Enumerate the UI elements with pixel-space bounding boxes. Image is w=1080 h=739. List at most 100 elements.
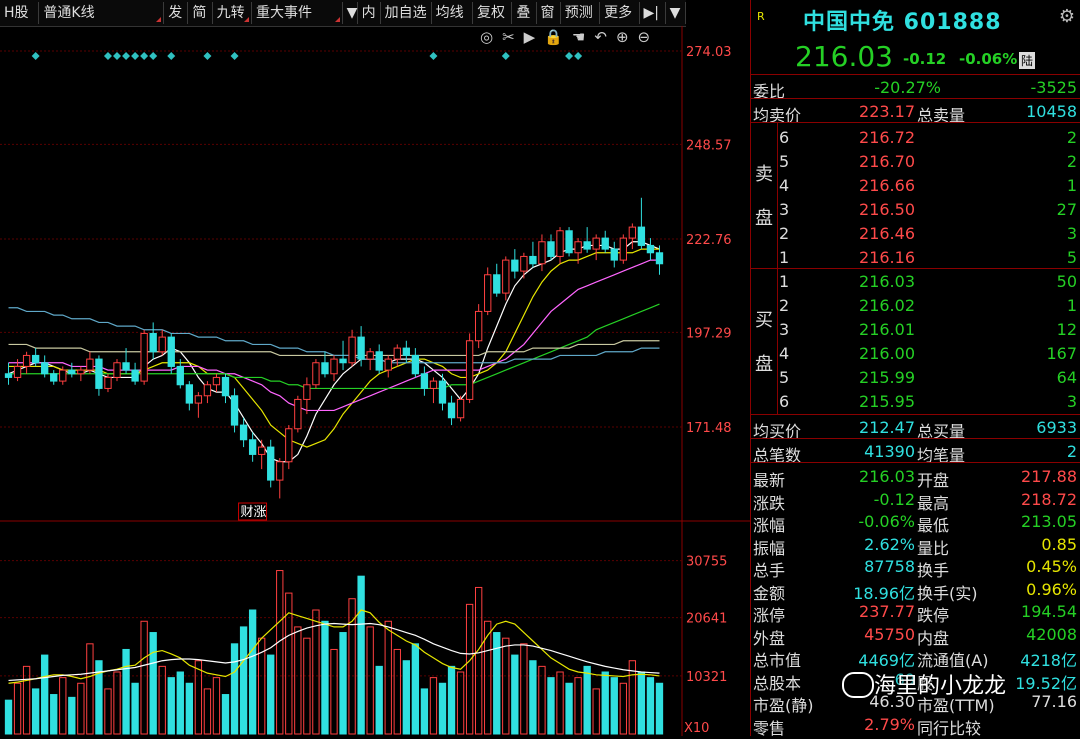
candle-body bbox=[357, 336, 365, 360]
stat-value: 19.52亿 bbox=[1015, 673, 1077, 693]
weibi-diff: -3525 bbox=[1030, 78, 1078, 97]
candle-body bbox=[258, 446, 266, 455]
undo-icon[interactable]: ↶ bbox=[594, 28, 607, 46]
volume-bar bbox=[429, 677, 438, 735]
volume-ma-line bbox=[8, 622, 660, 682]
toolbar-item[interactable]: ▼ bbox=[666, 2, 686, 24]
toolbar-item[interactable]: 加自选 bbox=[381, 2, 432, 24]
buy-level: 1 bbox=[779, 272, 790, 291]
volume-bar bbox=[583, 665, 591, 735]
divider-line bbox=[751, 268, 1080, 269]
stat-label: 同行比较 bbox=[917, 718, 982, 738]
candle-body bbox=[221, 376, 230, 397]
stat-row: 涨停 237.77 跌停 194.54 bbox=[751, 600, 1080, 625]
toolbar-item[interactable]: ▶| bbox=[640, 2, 666, 24]
buy-level-row: 6 215.95 3 bbox=[751, 390, 1080, 413]
volume-bar bbox=[185, 682, 194, 735]
stat-label: 零售 bbox=[753, 718, 786, 738]
toolbar-item[interactable]: ▼ bbox=[343, 2, 358, 24]
candle-body bbox=[294, 398, 302, 430]
stat-label: 总市值 bbox=[753, 651, 802, 670]
buy-level: 6 bbox=[779, 392, 790, 411]
buy-volume: 3 bbox=[1066, 392, 1077, 411]
cut-icon[interactable]: ✂ bbox=[502, 28, 515, 46]
sell-volume: 2 bbox=[1066, 128, 1077, 147]
toolbar-item[interactable]: 更多 bbox=[600, 2, 640, 24]
sell-level: 2 bbox=[779, 224, 790, 243]
stat-value: 42008 bbox=[1026, 624, 1077, 644]
volume-bar bbox=[574, 677, 582, 735]
buy-volume: 64 bbox=[1056, 368, 1077, 387]
stat-label: 涨幅 bbox=[753, 516, 786, 535]
volume-bar bbox=[610, 677, 618, 735]
stat-value: 194.54 bbox=[1021, 602, 1077, 621]
avg-trade-label: 均笔量 bbox=[917, 446, 966, 465]
stat-row: 最新 216.03 开盘 217.88 bbox=[751, 465, 1080, 490]
toolbar-item[interactable]: 复权 bbox=[473, 2, 513, 24]
toolbar-item[interactable]: 普通K线 bbox=[39, 2, 165, 24]
toolbar-item[interactable]: 九转 bbox=[213, 2, 252, 24]
candle-body bbox=[511, 259, 519, 272]
volume-bar bbox=[601, 671, 609, 735]
toolbar-item[interactable]: 发 bbox=[164, 2, 189, 24]
candle-body bbox=[248, 439, 257, 455]
stat-value: 216.03 bbox=[859, 467, 915, 486]
toolbar-item[interactable]: 内 bbox=[358, 2, 381, 24]
toolbar-item[interactable]: 重大事件 bbox=[252, 2, 343, 24]
candle-body bbox=[285, 428, 293, 463]
stat-row: 总股本 69 股 19.52亿 bbox=[751, 668, 1080, 693]
candle-body bbox=[312, 362, 320, 386]
volume-bar bbox=[438, 682, 447, 735]
stat-label: 总股本 bbox=[753, 673, 802, 693]
candle-body bbox=[619, 237, 627, 261]
volume-bar bbox=[529, 660, 537, 735]
event-marker bbox=[574, 52, 583, 60]
toolbar-item[interactable]: H股 bbox=[0, 2, 40, 24]
avg-sell-row: 均卖价 223.17 总卖量 10458 bbox=[751, 100, 1080, 125]
volume-bar bbox=[194, 660, 203, 735]
event-marker bbox=[565, 52, 574, 60]
volume-bar bbox=[104, 688, 112, 735]
toolbar-item[interactable]: 预测 bbox=[561, 2, 601, 24]
sell-price: 216.70 bbox=[859, 152, 915, 171]
volume-bar bbox=[384, 620, 392, 735]
event-marker bbox=[230, 52, 239, 60]
volume-bar bbox=[68, 696, 76, 735]
ma-line-ma250 bbox=[8, 307, 660, 364]
event-marker bbox=[103, 52, 112, 60]
play-icon[interactable]: ▶ bbox=[523, 28, 536, 46]
stat-value: 87758 bbox=[864, 557, 915, 576]
gear-icon[interactable]: ⚙ bbox=[1058, 6, 1075, 27]
candle-body bbox=[330, 358, 338, 375]
candle-body bbox=[565, 230, 573, 254]
toolbar-item[interactable]: 均线 bbox=[432, 2, 473, 24]
sell-level-row: 6 216.72 2 bbox=[751, 126, 1080, 149]
avg-buy-label: 均买价 bbox=[753, 422, 802, 441]
toolbar-item[interactable]: 简 bbox=[188, 2, 213, 24]
total-buy-value: 6933 bbox=[1036, 418, 1077, 437]
avg-buy-row: 均买价 212.47 总买量 6933 bbox=[751, 416, 1080, 441]
stat-row: 市盈(静) 46.30 市盈(TTM) 77.16 bbox=[751, 690, 1080, 715]
kline-chart[interactable]: 274.03 248.57 222.76 197.29 171.48 30755 20641… bbox=[0, 26, 750, 736]
sell-volume: 2 bbox=[1066, 152, 1077, 171]
candle-body bbox=[529, 255, 537, 265]
chart-toolbar: H股 普通K线发简九转 重大事件 ▼ 内加自选 均线 复权叠窗预测 更多 ▶| ▼ bbox=[0, 0, 686, 27]
volume-bar bbox=[393, 648, 401, 735]
eye-icon[interactable]: ◎ bbox=[480, 28, 494, 46]
stat-label: 振幅 bbox=[753, 538, 786, 558]
stat-row: 总市值 4469亿 流通值(A) 4218亿 bbox=[751, 645, 1080, 670]
buy-level-row: 4 216.00 167 bbox=[751, 342, 1080, 365]
lock-icon[interactable]: 🔒 bbox=[544, 28, 563, 46]
toolbar-item[interactable]: 窗 bbox=[537, 2, 561, 24]
candle-body bbox=[276, 461, 284, 481]
buy-level: 3 bbox=[779, 320, 790, 339]
toolbar-item[interactable]: 叠 bbox=[512, 2, 537, 24]
zoom-in-icon[interactable]: ⊕ bbox=[615, 28, 629, 46]
sell-volume: 1 bbox=[1066, 176, 1077, 195]
stat-row: 总手 87758 换手 0.45% bbox=[751, 555, 1080, 580]
total-trades-label: 总笔数 bbox=[753, 446, 802, 465]
volume-bar bbox=[538, 665, 546, 735]
hand-icon[interactable]: ☚ bbox=[571, 28, 586, 46]
zoom-out-icon[interactable]: ⊖ bbox=[637, 28, 651, 46]
stat-row: 涨跌 -0.12 最高 218.72 bbox=[751, 488, 1080, 513]
